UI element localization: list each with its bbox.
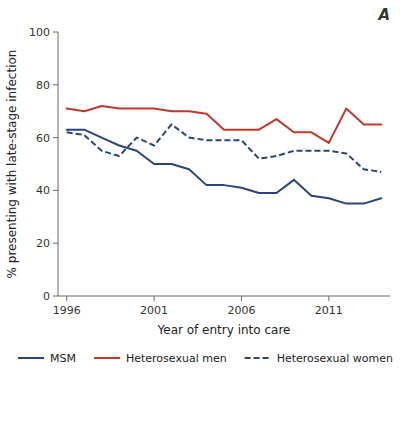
plot-area — [67, 106, 382, 204]
series-line — [67, 130, 382, 204]
legend-item: Heterosexual women — [245, 352, 393, 365]
legend-label: Heterosexual men — [126, 352, 227, 365]
y-tick — [53, 190, 58, 191]
y-tick-label: 0 — [43, 290, 50, 303]
legend-item: Heterosexual men — [94, 352, 227, 365]
legend-swatch — [245, 357, 271, 359]
x-tick-label: 1996 — [53, 304, 81, 317]
y-tick-label: 100 — [29, 26, 50, 39]
x-tick-label: 2011 — [315, 304, 343, 317]
legend-label: MSM — [50, 352, 76, 365]
y-tick — [53, 137, 58, 138]
y-axis-label: % presenting with late-stage infection — [5, 50, 19, 279]
y-tick — [53, 243, 58, 244]
legend-swatch — [94, 357, 120, 359]
legend: MSM Heterosexual men Heterosexual women — [18, 352, 393, 365]
y-tick — [53, 296, 58, 297]
x-axis-label: Year of entry into care — [157, 323, 291, 337]
title: A — [377, 6, 390, 24]
chart: 1996 2001 2006 2011 0 20 40 60 80 100 Year of entr… — [0, 0, 405, 426]
x-tick-label: 2006 — [227, 304, 255, 317]
y-tick-label: 80 — [36, 79, 50, 92]
series-line — [67, 106, 382, 143]
y-tick — [53, 32, 58, 33]
legend-label: Heterosexual women — [277, 352, 393, 365]
y-tick-label: 60 — [36, 132, 50, 145]
y-axis-line — [58, 32, 59, 296]
series-line — [67, 124, 382, 172]
x-tick — [241, 296, 242, 301]
x-tick — [154, 296, 155, 301]
y-tick-label: 40 — [36, 184, 50, 197]
x-axis-line — [58, 296, 390, 297]
y-tick-label: 20 — [36, 237, 50, 250]
x-tick — [66, 296, 67, 301]
legend-swatch — [18, 357, 44, 359]
x-tick-label: 2001 — [140, 304, 168, 317]
x-tick — [328, 296, 329, 301]
legend-item: MSM — [18, 352, 76, 365]
y-tick — [53, 84, 58, 85]
